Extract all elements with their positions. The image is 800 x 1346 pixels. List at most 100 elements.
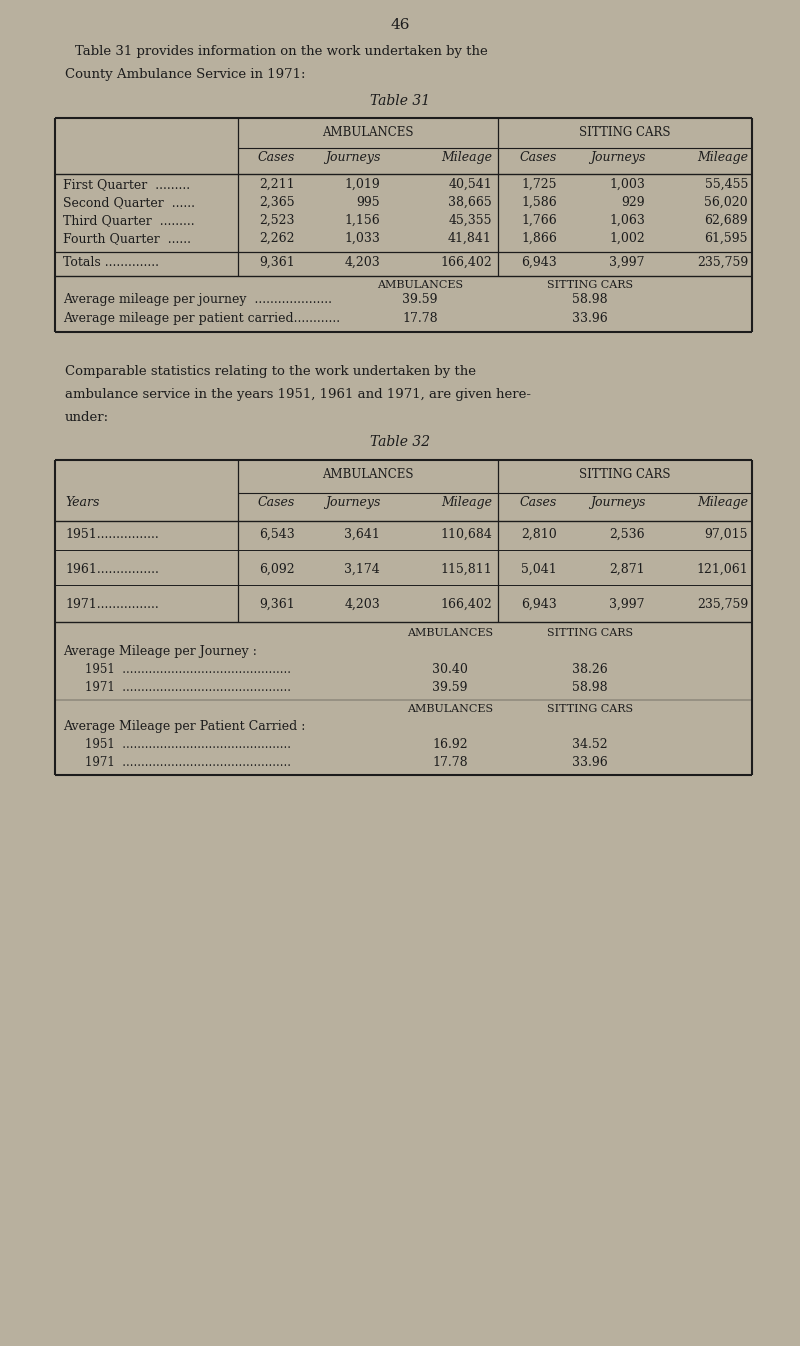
Text: Mileage: Mileage xyxy=(697,151,748,164)
Text: 995: 995 xyxy=(356,197,380,209)
Text: 2,523: 2,523 xyxy=(259,214,295,227)
Text: Cases: Cases xyxy=(520,151,557,164)
Text: 1,725: 1,725 xyxy=(522,178,557,191)
Text: 6,543: 6,543 xyxy=(259,528,295,541)
Text: 5,041: 5,041 xyxy=(522,563,557,576)
Text: 1951  .............................................: 1951 ...................................… xyxy=(85,738,291,751)
Text: 45,355: 45,355 xyxy=(449,214,492,227)
Text: Average Mileage per Journey :: Average Mileage per Journey : xyxy=(63,645,257,658)
Text: 1971  .............................................: 1971 ...................................… xyxy=(85,756,291,769)
Text: 30.40: 30.40 xyxy=(432,664,468,676)
Text: 1,019: 1,019 xyxy=(344,178,380,191)
Text: 58.98: 58.98 xyxy=(572,293,608,306)
Text: Cases: Cases xyxy=(520,495,557,509)
Text: 97,015: 97,015 xyxy=(705,528,748,541)
Text: 62,689: 62,689 xyxy=(704,214,748,227)
Text: 1961................: 1961................ xyxy=(65,563,159,576)
Text: 38.26: 38.26 xyxy=(572,664,608,676)
Text: 6,092: 6,092 xyxy=(259,563,295,576)
Text: Cases: Cases xyxy=(258,495,295,509)
Text: 40,541: 40,541 xyxy=(448,178,492,191)
Text: 1,003: 1,003 xyxy=(609,178,645,191)
Text: Journeys: Journeys xyxy=(590,151,645,164)
Text: 1971................: 1971................ xyxy=(65,598,158,611)
Text: 3,997: 3,997 xyxy=(610,598,645,611)
Text: Table 32: Table 32 xyxy=(370,435,430,450)
Text: Table 31 provides information on the work undertaken by the: Table 31 provides information on the wor… xyxy=(75,44,488,58)
Text: SITTING CARS: SITTING CARS xyxy=(547,280,633,289)
Text: ambulance service in the years 1951, 1961 and 1971, are given here-: ambulance service in the years 1951, 196… xyxy=(65,388,531,401)
Text: 9,361: 9,361 xyxy=(259,598,295,611)
Text: 2,211: 2,211 xyxy=(259,178,295,191)
Text: 1,033: 1,033 xyxy=(344,232,380,245)
Text: Average mileage per journey  ....................: Average mileage per journey ............… xyxy=(63,293,332,306)
Text: 3,174: 3,174 xyxy=(344,563,380,576)
Text: 3,997: 3,997 xyxy=(610,256,645,269)
Text: 4,203: 4,203 xyxy=(344,598,380,611)
Text: Mileage: Mileage xyxy=(441,495,492,509)
Text: 2,871: 2,871 xyxy=(610,563,645,576)
Text: 6,943: 6,943 xyxy=(522,256,557,269)
Text: 2,810: 2,810 xyxy=(522,528,557,541)
Text: 16.92: 16.92 xyxy=(432,738,468,751)
Text: 38,665: 38,665 xyxy=(448,197,492,209)
Text: 1,063: 1,063 xyxy=(609,214,645,227)
Text: AMBULANCES: AMBULANCES xyxy=(377,280,463,289)
Text: 17.78: 17.78 xyxy=(402,312,438,324)
Text: 2,536: 2,536 xyxy=(610,528,645,541)
Text: Table 31: Table 31 xyxy=(370,94,430,108)
Text: 1,586: 1,586 xyxy=(522,197,557,209)
Text: Totals ..............: Totals .............. xyxy=(63,256,159,269)
Text: Mileage: Mileage xyxy=(441,151,492,164)
Text: Fourth Quarter  ......: Fourth Quarter ...... xyxy=(63,232,191,245)
Text: 4,203: 4,203 xyxy=(344,256,380,269)
Text: 121,061: 121,061 xyxy=(696,563,748,576)
Text: Journeys: Journeys xyxy=(325,495,380,509)
Text: 41,841: 41,841 xyxy=(448,232,492,245)
Text: 2,262: 2,262 xyxy=(259,232,295,245)
Text: 56,020: 56,020 xyxy=(704,197,748,209)
Text: 235,759: 235,759 xyxy=(697,598,748,611)
Text: Second Quarter  ......: Second Quarter ...... xyxy=(63,197,195,209)
Text: 1,766: 1,766 xyxy=(522,214,557,227)
Text: 1,156: 1,156 xyxy=(344,214,380,227)
Text: SITTING CARS: SITTING CARS xyxy=(579,468,670,481)
Text: Third Quarter  .........: Third Quarter ......... xyxy=(63,214,194,227)
Text: 235,759: 235,759 xyxy=(697,256,748,269)
Text: 46: 46 xyxy=(390,17,410,32)
Text: 39.59: 39.59 xyxy=(432,681,468,695)
Text: Journeys: Journeys xyxy=(325,151,380,164)
Text: 58.98: 58.98 xyxy=(572,681,608,695)
Text: 110,684: 110,684 xyxy=(440,528,492,541)
Text: 6,943: 6,943 xyxy=(522,598,557,611)
Text: 1,002: 1,002 xyxy=(610,232,645,245)
Text: AMBULANCES: AMBULANCES xyxy=(407,629,493,638)
Text: 166,402: 166,402 xyxy=(440,256,492,269)
Text: Years: Years xyxy=(65,495,99,509)
Text: Comparable statistics relating to the work undertaken by the: Comparable statistics relating to the wo… xyxy=(65,365,476,378)
Text: Cases: Cases xyxy=(258,151,295,164)
Text: 34.52: 34.52 xyxy=(572,738,608,751)
Text: SITTING CARS: SITTING CARS xyxy=(547,704,633,713)
Text: AMBULANCES: AMBULANCES xyxy=(322,127,414,139)
Text: 3,641: 3,641 xyxy=(344,528,380,541)
Text: 2,365: 2,365 xyxy=(259,197,295,209)
Text: First Quarter  .........: First Quarter ......... xyxy=(63,178,190,191)
Text: 1,866: 1,866 xyxy=(521,232,557,245)
Text: 929: 929 xyxy=(622,197,645,209)
Text: 17.78: 17.78 xyxy=(432,756,468,769)
Text: AMBULANCES: AMBULANCES xyxy=(407,704,493,713)
Text: SITTING CARS: SITTING CARS xyxy=(547,629,633,638)
Text: 1971  .............................................: 1971 ...................................… xyxy=(85,681,291,695)
Text: County Ambulance Service in 1971:: County Ambulance Service in 1971: xyxy=(65,69,306,81)
Text: 115,811: 115,811 xyxy=(440,563,492,576)
Text: SITTING CARS: SITTING CARS xyxy=(579,127,670,139)
Text: 1951................: 1951................ xyxy=(65,528,158,541)
Text: 33.96: 33.96 xyxy=(572,312,608,324)
Text: 33.96: 33.96 xyxy=(572,756,608,769)
Text: Journeys: Journeys xyxy=(590,495,645,509)
Text: Average Mileage per Patient Carried :: Average Mileage per Patient Carried : xyxy=(63,720,306,734)
Text: Average mileage per patient carried............: Average mileage per patient carried.....… xyxy=(63,312,340,324)
Text: 55,455: 55,455 xyxy=(705,178,748,191)
Text: Mileage: Mileage xyxy=(697,495,748,509)
